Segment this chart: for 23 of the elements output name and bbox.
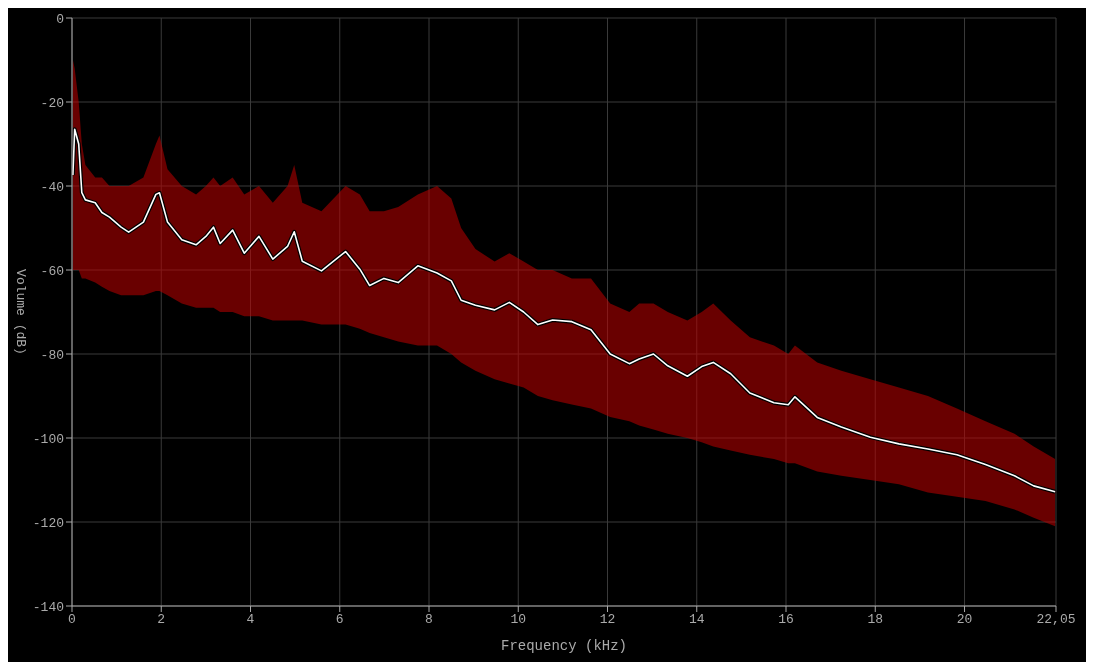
line-series [72,127,1056,494]
x-axis-title: Frequency (kHz) [500,638,628,654]
y-tick-label: -80 [40,347,64,363]
x-tick-label: 18 [867,612,884,628]
x-tick-label: 14 [688,612,705,628]
x-tick-label: 8 [425,612,433,628]
y-tick-label: -140 [32,599,64,615]
x-tick-label: 16 [778,612,794,628]
x-tick-label: 20 [956,612,973,628]
y-tick-label: -40 [40,179,64,195]
y-axis-title: Volume (dB) [13,269,29,355]
x-tick-label: 10 [510,612,527,628]
y-tick-label: 0 [56,11,64,27]
x-tick-label: 2 [157,612,166,628]
x-tick-label: 6 [335,612,344,628]
y-tick-label: -60 [40,263,64,279]
x-tick-label: 12 [599,612,616,628]
y-tick-label: -20 [40,95,64,111]
x-tick-label: 4 [246,612,255,628]
y-tick-label: -100 [32,431,64,447]
x-tick-label: 22,05 [1036,612,1076,628]
y-tick-label: -120 [32,515,64,531]
x-tick-label: 0 [68,612,76,628]
